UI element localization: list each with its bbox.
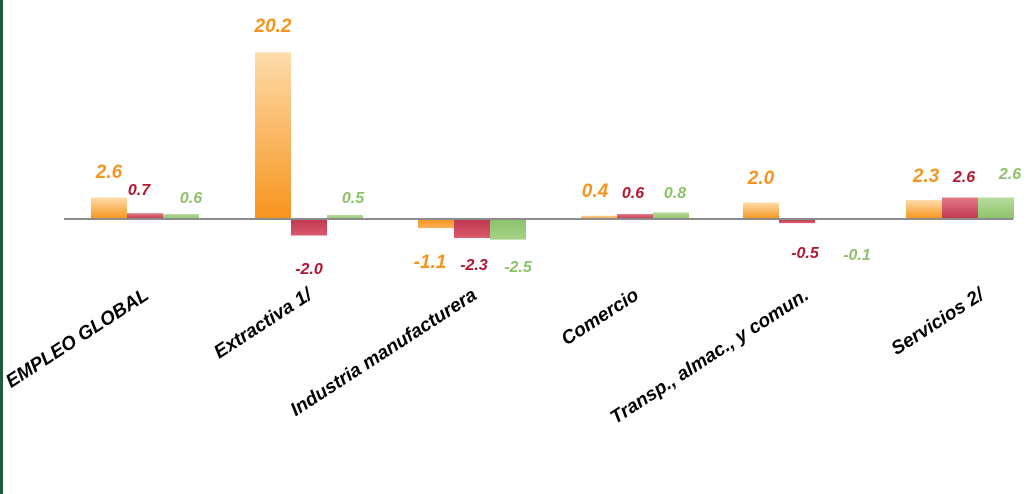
value-label-orange-1: 20.2 bbox=[254, 16, 292, 37]
bar-orange-2 bbox=[418, 219, 454, 229]
bar-red-0 bbox=[127, 213, 163, 219]
bar-orange-5 bbox=[906, 200, 942, 219]
bar-red-4 bbox=[779, 219, 815, 224]
category-label-5: Servicios 2/ bbox=[888, 284, 989, 360]
category-label-2: Industria manufacturera bbox=[287, 284, 481, 420]
left-edge-border bbox=[0, 0, 3, 494]
value-label-red-0: 0.7 bbox=[128, 182, 151, 199]
value-label-orange-2: -1.1 bbox=[414, 252, 447, 273]
value-label-red-5: 2.6 bbox=[952, 169, 975, 186]
category-label-4: Transp., almac., y comun. bbox=[607, 285, 813, 429]
value-label-red-4: -0.5 bbox=[791, 245, 820, 262]
bar-green-5 bbox=[978, 197, 1014, 219]
value-label-red-3: 0.6 bbox=[622, 185, 644, 202]
value-label-green-4: -0.1 bbox=[843, 247, 871, 264]
category-label-0: EMPLEO GLOBAL bbox=[2, 285, 152, 393]
bar-green-2 bbox=[490, 219, 526, 240]
bar-orange-4 bbox=[743, 202, 779, 219]
value-label-orange-3: 0.4 bbox=[582, 181, 609, 202]
value-label-green-1: 0.5 bbox=[342, 190, 365, 207]
value-label-green-3: 0.8 bbox=[664, 185, 686, 202]
value-label-red-2: -2.3 bbox=[460, 257, 488, 274]
value-label-orange-0: 2.6 bbox=[95, 162, 123, 183]
value-label-orange-4: 2.0 bbox=[747, 168, 775, 189]
bar-orange-0 bbox=[91, 197, 127, 219]
bar-green-0 bbox=[163, 214, 199, 219]
bar-orange-1 bbox=[255, 52, 291, 219]
value-label-green-0: 0.6 bbox=[180, 190, 202, 207]
value-label-green-5: 2.6 bbox=[998, 166, 1021, 183]
bar-green-1 bbox=[327, 214, 363, 219]
category-label-1: Extractiva 1/ bbox=[210, 284, 317, 364]
bar-red-3 bbox=[617, 214, 653, 219]
bar-red-2 bbox=[454, 219, 490, 238]
bar-orange-3 bbox=[581, 215, 617, 219]
value-label-green-2: -2.5 bbox=[504, 259, 533, 276]
bar-green-3 bbox=[653, 212, 689, 219]
value-label-red-1: -2.0 bbox=[295, 261, 323, 278]
value-label-orange-5: 2.3 bbox=[912, 166, 940, 187]
bar-red-5 bbox=[942, 197, 978, 219]
bar-red-1 bbox=[291, 219, 327, 236]
category-label-3: Comercio bbox=[558, 285, 643, 350]
